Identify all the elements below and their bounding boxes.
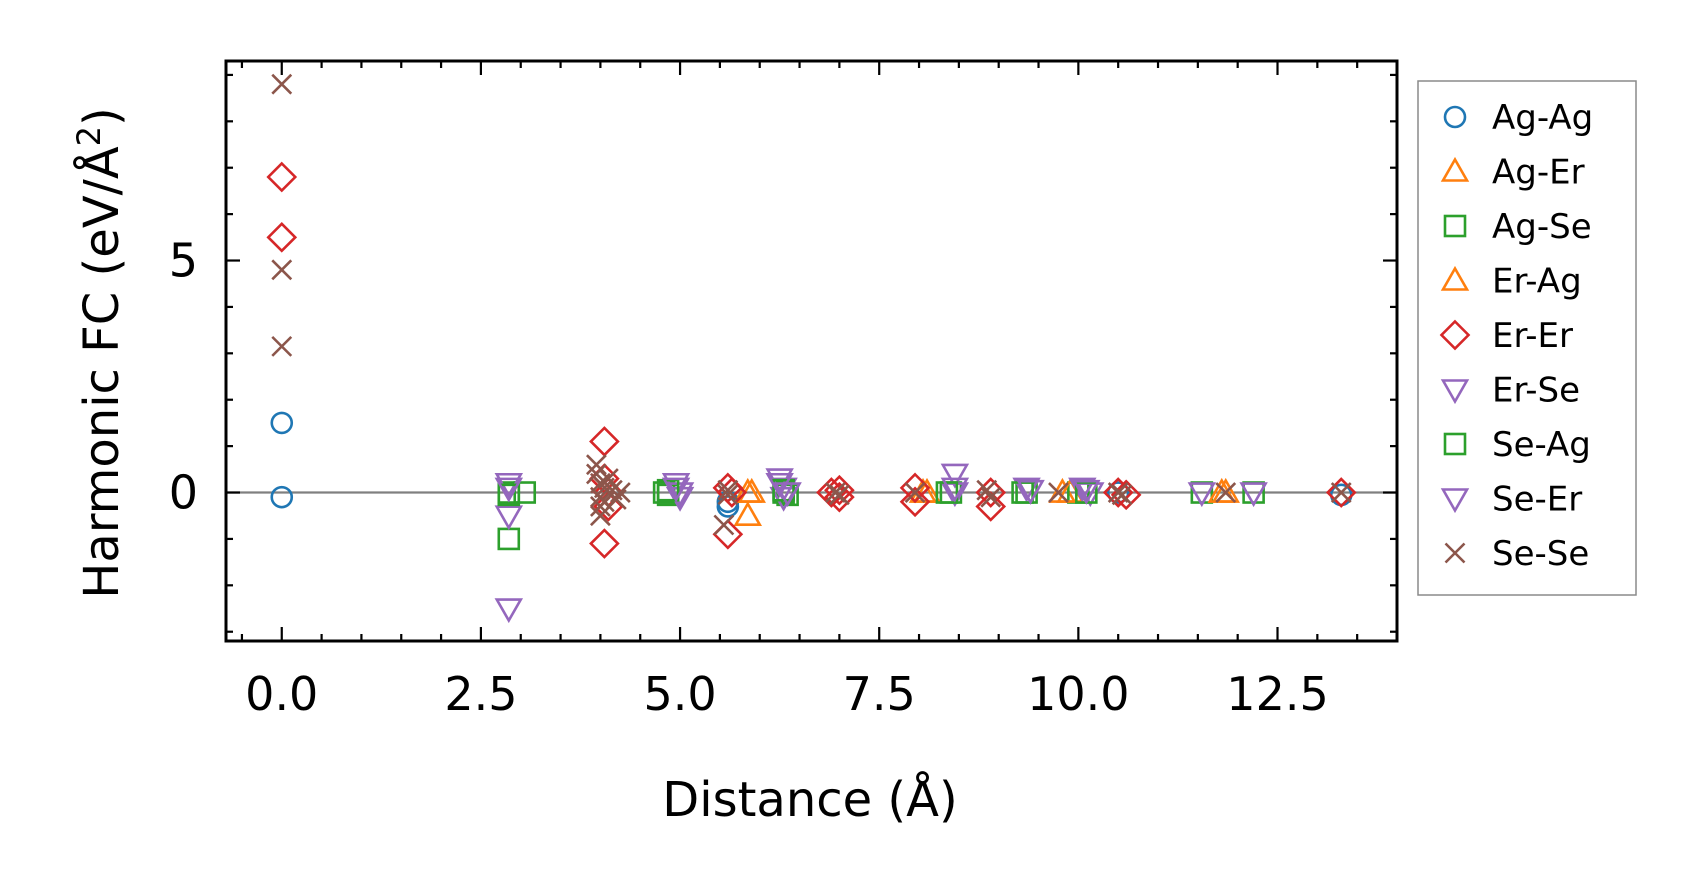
- data-point-se-se: [271, 73, 293, 95]
- legend-marker-ag-ag: [1443, 105, 1467, 129]
- data-point-se-er: [940, 477, 970, 503]
- data-point-ag-se: [513, 481, 537, 504]
- data-point-ag-ag: [1106, 481, 1130, 504]
- y-axis-label-superscript: 2: [70, 126, 108, 146]
- data-point-se-se: [717, 479, 739, 501]
- data-point-se-se: [1330, 482, 1352, 503]
- data-point-se-se: [271, 335, 293, 357]
- legend-label-ag-er: Ag-Er: [1492, 153, 1585, 193]
- legend: Ag-Ag Ag-Er Ag-Se Er-Ag Er-Er Er-Se Se-Ag Se-Er…: [1417, 80, 1637, 596]
- tick-labels-layer: 0.0 2.5 5.0 7.5 10.0 12.5 0 5: [169, 234, 1329, 721]
- legend-label-ag-se: Ag-Se: [1492, 207, 1592, 247]
- data-point-er-er: [975, 491, 1007, 522]
- legend-label-er-se: Er-Se: [1492, 371, 1580, 411]
- x-tick-label: 0.0: [245, 667, 318, 721]
- data-point-er-er: [589, 528, 620, 559]
- legend-label-se-se: Se-Se: [1492, 534, 1589, 574]
- legend-marker-ag-se: [1443, 214, 1467, 238]
- data-point-er-er: [266, 161, 298, 193]
- data-point-se-se: [1111, 484, 1133, 506]
- y-tick-label: 5: [169, 234, 198, 288]
- plot-frame: [224, 59, 1399, 643]
- data-point-se-se: [1215, 482, 1237, 503]
- y-axis-label: Harmonic FC (eV/Å2): [70, 107, 130, 599]
- data-point-ag-ag: [270, 485, 294, 509]
- legend-label-ag-ag: Ag-Ag: [1492, 98, 1593, 138]
- data-point-se-er: [1016, 479, 1045, 505]
- data-point-se-ag: [935, 481, 959, 504]
- ticks-layer: [226, 61, 1399, 641]
- data-point-se-ag: [497, 483, 521, 507]
- x-tick-label: 10.0: [1027, 667, 1129, 721]
- x-tick-label: 2.5: [444, 667, 517, 721]
- y-axis-label-main: Harmonic FC (eV/Å: [73, 146, 130, 599]
- data-point-se-se: [271, 259, 293, 281]
- axes-frame-layer: [224, 59, 1399, 643]
- data-point-se-se: [609, 482, 631, 503]
- data-point-se-se: [585, 454, 607, 476]
- data-point-er-se: [1187, 482, 1217, 508]
- legend-marker-er-ag: [1440, 265, 1470, 291]
- data-point-ag-se: [497, 527, 521, 551]
- data-point-se-er: [661, 477, 691, 503]
- data-point-ag-ag: [716, 495, 740, 518]
- data-point-se-er: [494, 477, 524, 503]
- legend-label-se-ag: Se-Ag: [1492, 425, 1591, 465]
- legend-marker-ag-er: [1440, 156, 1470, 182]
- data-point-er-er: [1325, 477, 1357, 508]
- data-point-se-se: [717, 484, 739, 506]
- legend-marker-se-er: [1440, 488, 1470, 514]
- data-point-se-se: [904, 482, 926, 503]
- data-point-se-er: [1072, 479, 1101, 505]
- y-axis-label-close: ): [74, 107, 130, 126]
- data-point-er-ag: [737, 477, 766, 503]
- data-point-er-se: [1239, 482, 1268, 508]
- data-point-se-se: [597, 468, 619, 490]
- legend-marker-se-se: [1444, 542, 1466, 564]
- legend-label-er-ag: Er-Ag: [1492, 262, 1582, 302]
- data-point-se-se: [1048, 482, 1069, 503]
- legend-label-se-er: Se-Er: [1492, 480, 1582, 520]
- x-tick-label: 12.5: [1226, 667, 1328, 721]
- data-point-se-se: [828, 484, 850, 506]
- legend-label-er-er: Er-Er: [1492, 316, 1573, 356]
- x-axis-label: Distance (Å): [662, 771, 957, 828]
- data-point-er-er: [589, 426, 620, 457]
- data-point-se-se: [713, 514, 735, 536]
- data-point-se-se: [589, 505, 611, 527]
- data-point-se-ag: [656, 478, 680, 502]
- data-point-ag-ag: [270, 411, 294, 435]
- data-point-ag-er: [733, 501, 763, 527]
- data-point-er-se: [494, 505, 524, 531]
- x-tick-label: 7.5: [843, 667, 916, 721]
- legend-marker-er-er: [1439, 319, 1471, 351]
- data-point-er-er: [899, 486, 931, 518]
- data-point-se-ag: [772, 478, 795, 502]
- data-point-se-ag: [1011, 481, 1034, 504]
- data-point-se-er: [773, 482, 802, 508]
- data-point-er-se: [494, 598, 524, 624]
- legend-marker-er-se: [1440, 379, 1470, 405]
- x-tick-label: 5.0: [643, 667, 716, 721]
- legend-marker-se-ag: [1443, 432, 1467, 456]
- data-point-er-se: [940, 463, 970, 489]
- data-points-layer: [266, 73, 1357, 624]
- data-point-se-se: [980, 486, 1002, 508]
- data-point-er-er: [824, 481, 855, 513]
- y-tick-label: 0: [169, 466, 198, 520]
- data-point-er-er: [266, 221, 298, 253]
